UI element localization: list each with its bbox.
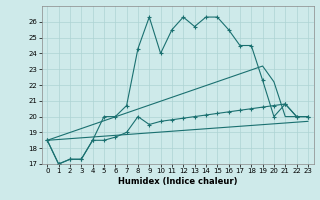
X-axis label: Humidex (Indice chaleur): Humidex (Indice chaleur) [118,177,237,186]
